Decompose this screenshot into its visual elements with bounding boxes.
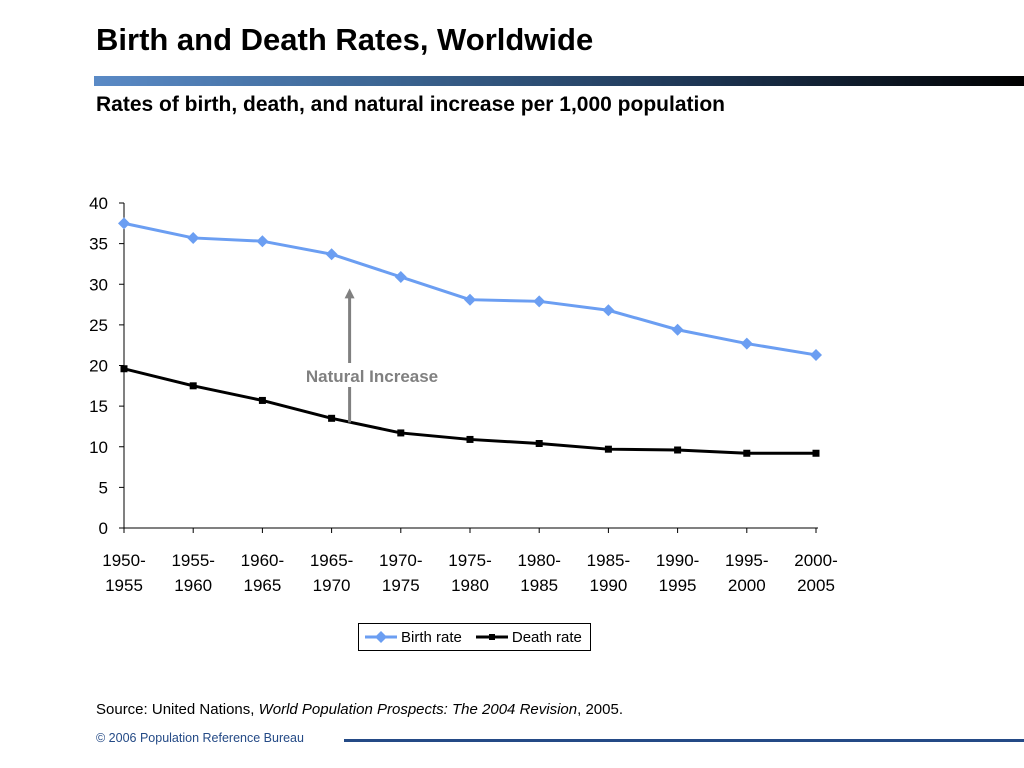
x-tick-label-line1: 1960- xyxy=(241,551,284,570)
y-tick-label: 5 xyxy=(99,478,108,497)
death-rate-point xyxy=(812,449,820,457)
source-publication: World Population Prospects: The 2004 Rev… xyxy=(258,701,578,718)
y-tick-label: 20 xyxy=(89,357,108,376)
x-tick-label-line2: 1965 xyxy=(243,576,281,595)
y-tick-label: 10 xyxy=(89,438,108,457)
legend-label-death-rate: Death rate xyxy=(511,628,582,646)
y-tick-label: 30 xyxy=(89,275,108,294)
death-rate-point xyxy=(604,445,612,453)
x-tick-label-line1: 1990- xyxy=(656,551,699,570)
birth-rate-point xyxy=(325,248,338,261)
source-prefix: Source: United Nations, xyxy=(96,701,259,718)
annotation-label-background xyxy=(290,363,454,387)
x-tick-label-line2: 1980 xyxy=(451,576,489,595)
y-tick-label: 35 xyxy=(89,235,108,254)
x-tick-label-line2: 1985 xyxy=(520,576,558,595)
x-tick-label-line1: 1985- xyxy=(587,551,630,570)
slide-title: Birth and Death Rates, Worldwide xyxy=(96,22,594,57)
birth-rate-point xyxy=(740,337,753,350)
death-rate-point xyxy=(120,365,128,373)
death-rate-point xyxy=(466,435,474,443)
birth-rate-point xyxy=(256,235,269,248)
title-divider xyxy=(94,76,1024,86)
source-suffix: , 2005. xyxy=(577,701,623,718)
x-tick-label-line2: 1960 xyxy=(174,576,212,595)
x-tick-label-line2: 2000 xyxy=(728,576,766,595)
birth-rate-point xyxy=(533,295,546,308)
natural-increase-label: Natural Increase xyxy=(306,367,438,386)
x-tick-label-line2: 2005 xyxy=(797,576,835,595)
death-rate-point xyxy=(258,396,266,404)
birth-rate-point xyxy=(118,217,130,230)
death-rate-point xyxy=(397,429,405,437)
death-rate-swatch-icon xyxy=(475,634,508,640)
y-tick-label: 25 xyxy=(89,316,108,335)
legend-item-birth-rate: Birth rate xyxy=(363,629,462,646)
x-tick-label-line1: 2000- xyxy=(794,551,837,570)
x-tick-label-line1: 1970- xyxy=(379,551,422,570)
birth-rate-point xyxy=(671,323,684,336)
legend-label-birth-rate: Birth rate xyxy=(401,628,462,646)
x-tick-label-line1: 1995- xyxy=(725,551,768,570)
x-tick-label-line1: 1955- xyxy=(171,551,214,570)
x-tick-label-line2: 1970 xyxy=(313,576,351,595)
y-tick-label: 15 xyxy=(89,397,108,416)
source-citation: Source: United Nations, World Population… xyxy=(96,701,623,718)
death-rate-point xyxy=(535,440,543,447)
x-tick-label-line1: 1950- xyxy=(102,551,145,570)
birth-rate-point xyxy=(810,348,822,361)
death-rate-point xyxy=(743,449,751,457)
birth-rate-line xyxy=(123,221,817,357)
birth-rate-swatch-icon xyxy=(365,631,397,643)
death-rate-point xyxy=(189,382,197,390)
x-tick-label-line1: 1965- xyxy=(310,551,353,570)
birth-rate-point xyxy=(602,304,615,317)
x-tick-label-line1: 1980- xyxy=(517,551,560,570)
death-rate-point xyxy=(328,414,336,422)
copyright-footer: © 2006 Population Reference Bureau xyxy=(96,731,304,745)
y-tick-label: 40 xyxy=(89,194,108,213)
death-rate-point xyxy=(674,446,682,454)
x-tick-label-line2: 1990 xyxy=(589,576,627,595)
x-tick-label-line2: 1975 xyxy=(382,576,420,595)
x-tick-label-line2: 1995 xyxy=(659,576,697,595)
chart-legend: Birth rate Death rate xyxy=(358,623,591,651)
x-tick-label-line1: 1975- xyxy=(448,551,491,570)
slide-subtitle: Rates of birth, death, and natural incre… xyxy=(96,93,725,116)
legend-item-death-rate: Death rate xyxy=(474,629,582,646)
natural-increase-arrow-head xyxy=(344,288,355,299)
x-tick-label-line2: 1955 xyxy=(105,576,143,595)
birth-rate-point xyxy=(394,270,407,283)
birth-rate-point xyxy=(187,231,200,244)
y-tick-label: 0 xyxy=(99,519,108,538)
footer-divider xyxy=(344,739,1024,742)
birth-rate-point xyxy=(464,293,476,306)
